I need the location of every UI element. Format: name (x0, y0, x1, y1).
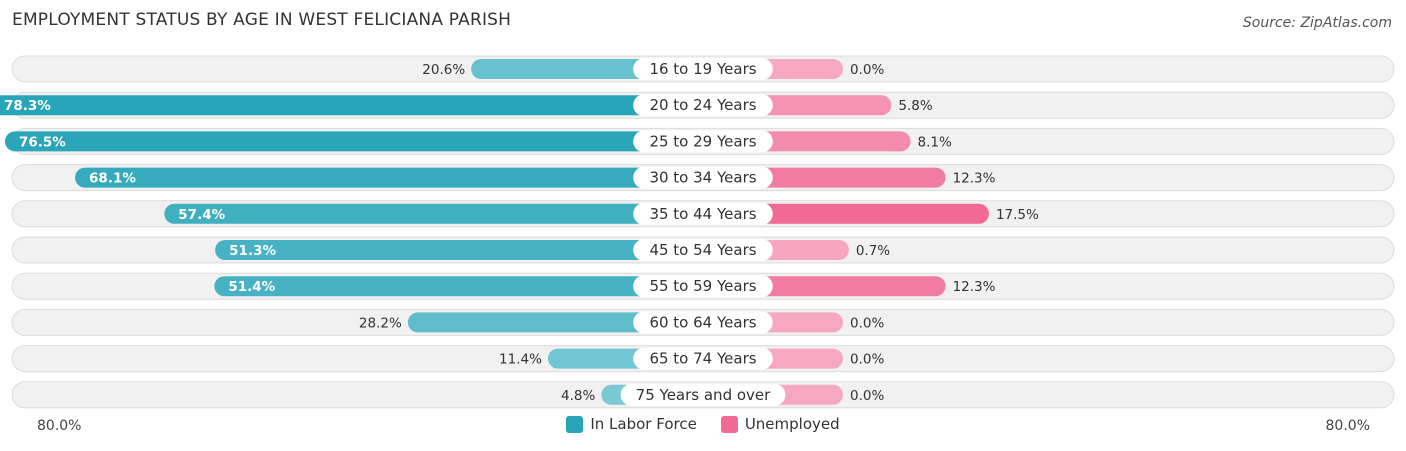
category-pill (633, 94, 773, 117)
legend-item-unemployed: Unemployed (720, 415, 840, 433)
labor-bar (4, 131, 704, 152)
legend: In Labor Force Unemployed (0, 415, 1406, 433)
labor-value-label: 28.2% (359, 315, 402, 331)
unemployed-value-label: 5.8% (898, 98, 932, 114)
category-pill (633, 58, 773, 80)
chart-title: EMPLOYMENT STATUS BY AGE IN WEST FELICIA… (12, 10, 512, 30)
labor-value-label: 51.3% (229, 243, 276, 259)
category-label: 55 to 59 Years (649, 277, 756, 295)
category-label: 65 to 74 Years (649, 350, 756, 368)
labor-value-label: 68.1% (89, 171, 136, 187)
unemployed-value-label: 0.0% (850, 62, 884, 78)
category-label: 60 to 64 Years (649, 313, 756, 331)
axis-right-label: 80.0% (1325, 418, 1370, 434)
legend-label-unemployed: Unemployed (744, 415, 840, 433)
unemployed-value-label: 12.3% (953, 171, 996, 187)
labor-value-label: 51.4% (228, 279, 275, 295)
labor-bar (164, 203, 703, 224)
labor-bar (75, 167, 703, 188)
category-pill (633, 275, 773, 298)
legend-label-labor: In Labor Force (590, 415, 697, 433)
labor-value-label: 4.8% (561, 388, 595, 404)
category-pill (633, 130, 773, 153)
unemployed-value-label: 8.1% (918, 134, 952, 150)
category-label: 75 Years and over (636, 386, 771, 404)
category-pill (633, 202, 773, 225)
unemployed-value-label: 0.0% (850, 388, 884, 404)
unemployed-value-label: 17.5% (996, 207, 1039, 223)
category-label: 45 to 54 Years (649, 241, 756, 259)
labor-value-label: 78.3% (4, 98, 51, 114)
unemployed-value-label: 0.0% (850, 315, 884, 331)
labor-value-label: 76.5% (19, 134, 66, 150)
unemployed-bar (703, 203, 989, 224)
category-label: 30 to 34 Years (649, 169, 756, 187)
labor-bar (215, 240, 703, 260)
unemployed-value-label: 0.0% (850, 352, 884, 368)
unemployed-value-label: 12.3% (953, 279, 996, 295)
legend-swatch-labor (566, 415, 584, 433)
labor-bar (0, 95, 703, 116)
unemployed-value-label: 0.7% (856, 243, 890, 259)
labor-value-label: 57.4% (178, 207, 225, 223)
axis-left-label: 80.0% (37, 418, 82, 434)
labor-value-label: 20.6% (422, 62, 465, 78)
category-label: 35 to 44 Years (649, 205, 756, 223)
labor-bar (214, 276, 703, 297)
category-label: 25 to 29 Years (649, 132, 756, 150)
category-pill (633, 239, 773, 261)
category-pill (633, 166, 773, 189)
category-pill (620, 383, 786, 406)
source-credit: Source: ZipAtlas.com (1242, 15, 1392, 31)
category-label: 16 to 19 Years (649, 60, 756, 78)
legend-swatch-unemployed (720, 415, 738, 433)
labor-bar (407, 312, 703, 333)
category-label: 20 to 24 Years (649, 96, 756, 114)
category-pill (633, 347, 773, 370)
category-pill (633, 311, 773, 334)
legend-item-labor: In Labor Force (566, 415, 697, 433)
labor-value-label: 11.4% (499, 352, 542, 368)
